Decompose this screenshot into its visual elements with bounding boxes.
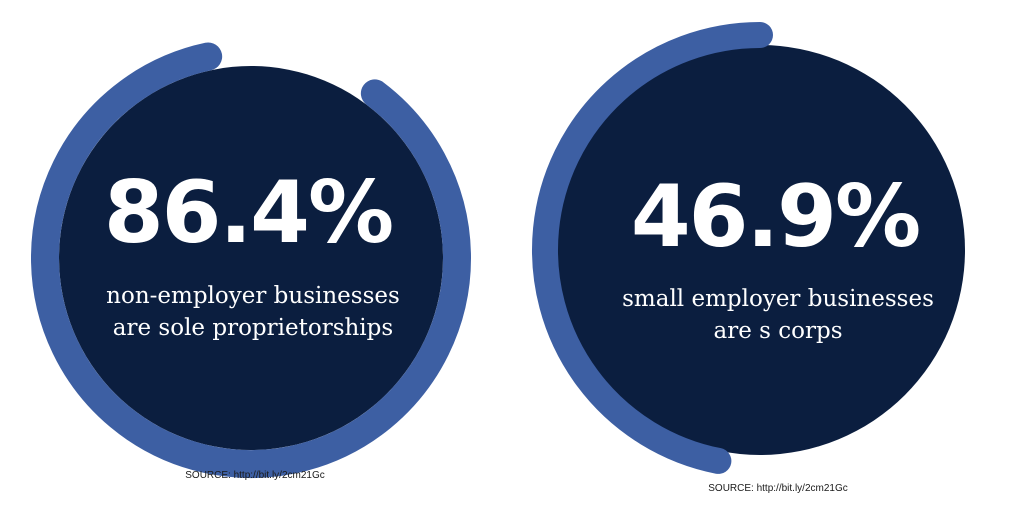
circle-background	[555, 45, 965, 455]
stat-card-sole-proprietorships: 86.4% non-employer businesses are sole p…	[0, 42, 509, 481]
percentage-arc	[532, 22, 773, 474]
percentage-arc	[31, 42, 471, 478]
circle-background	[59, 66, 443, 450]
stat-caption-line: non-employer businesses	[106, 283, 400, 309]
stat-caption: small employer businesses are s corps	[522, 283, 1024, 347]
stat-caption: non-employer businesses are sole proprie…	[0, 280, 509, 344]
percentage-ring-chart	[532, 22, 965, 474]
stat-percentage: 46.9%	[630, 167, 921, 267]
stat-card-s-corps: 46.9% small employer businesses are s co…	[512, 0, 1024, 512]
stat-caption-line: are s corps	[713, 318, 843, 344]
source-citation: SOURCE: http://bit.ly/2cm21Gc	[708, 483, 848, 494]
percentage-ring-chart	[31, 42, 471, 478]
stat-percentage: 86.4%	[103, 163, 394, 263]
stat-caption-line: small employer businesses	[622, 286, 934, 312]
source-citation: SOURCE: http://bit.ly/2cm21Gc	[185, 470, 325, 481]
stat-caption-line: are sole proprietorships	[112, 315, 394, 341]
